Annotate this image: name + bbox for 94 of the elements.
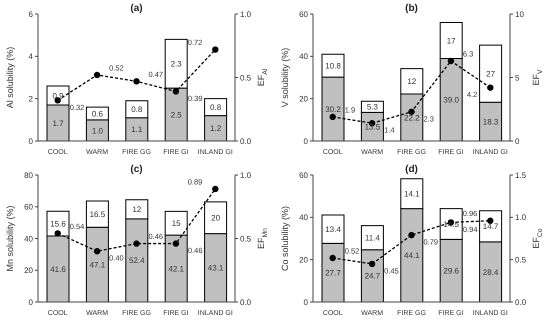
point bbox=[368, 260, 376, 268]
data-label: 15.6 bbox=[50, 219, 66, 228]
data-label: 44.1 bbox=[404, 251, 420, 260]
y-tick-label: 20 bbox=[24, 266, 34, 276]
point bbox=[133, 78, 140, 85]
y-tick-label: 20 bbox=[299, 256, 309, 265]
data-label: 29.6 bbox=[443, 266, 460, 276]
point bbox=[448, 58, 454, 64]
data-label: 20 bbox=[211, 214, 221, 223]
data-label: 18.3 bbox=[482, 117, 499, 126]
data-label: 30.2 bbox=[325, 104, 342, 114]
y-axis-title: V solubility (%) bbox=[280, 48, 290, 108]
y2-tick-label: 10 bbox=[515, 10, 524, 19]
data-label: 41.6 bbox=[50, 264, 66, 274]
data-label: 13.4 bbox=[325, 225, 342, 234]
data-label: 2.3 bbox=[170, 60, 182, 69]
data-label: 11.4 bbox=[364, 233, 380, 242]
data-label: 28.4 bbox=[482, 268, 499, 277]
data-label: 2.5 bbox=[170, 110, 182, 120]
data-label: 12 bbox=[132, 205, 142, 214]
y2-tick-label: 0 bbox=[515, 136, 520, 146]
point bbox=[133, 240, 140, 247]
point bbox=[330, 254, 336, 262]
data-label: 0.6 bbox=[92, 109, 104, 118]
chart-title: (c) bbox=[129, 164, 144, 175]
y-tick-label: 80 bbox=[24, 170, 34, 180]
data-label: 1.1 bbox=[131, 125, 143, 134]
data-label: 22.2 bbox=[404, 113, 420, 122]
y2-tick-label: 1.5 bbox=[515, 170, 527, 180]
y-tick-label: 40 bbox=[299, 52, 309, 62]
y-tick-label: 0 bbox=[304, 136, 309, 146]
y-tick-label: 0 bbox=[28, 136, 34, 146]
data-label: 16.5 bbox=[90, 210, 106, 219]
y-tick-label: 60 bbox=[299, 10, 309, 19]
point bbox=[54, 230, 61, 237]
point bbox=[172, 240, 180, 247]
point bbox=[94, 72, 100, 78]
data-label: 14.7 bbox=[482, 222, 499, 232]
data-label: 27.7 bbox=[325, 268, 342, 278]
data-label: 15 bbox=[172, 219, 182, 228]
y-tick-label: 60 bbox=[24, 202, 34, 212]
data-label: 43.1 bbox=[208, 264, 224, 273]
y2-tick-label: 0.5 bbox=[240, 73, 252, 82]
y2-tick-label: 0.0 bbox=[240, 298, 252, 307]
y2-tick-label: 0.5 bbox=[240, 234, 252, 244]
data-label: 0.8 bbox=[131, 105, 143, 114]
y2-tick-label: 0.0 bbox=[515, 298, 527, 307]
y2-tick-label: 1.0 bbox=[240, 10, 252, 19]
y-tick-label: 2 bbox=[28, 94, 34, 104]
y2-tick-label: 5 bbox=[515, 73, 520, 82]
data-label: 14.1 bbox=[404, 190, 420, 199]
y-tick-label: 0 bbox=[304, 298, 309, 307]
point bbox=[408, 232, 415, 238]
data-label: 10.8 bbox=[325, 61, 342, 70]
data-label: 52.4 bbox=[129, 256, 146, 266]
data-label: 42.1 bbox=[168, 264, 185, 274]
data-label: 1.7 bbox=[52, 118, 64, 128]
chart-title: (d) bbox=[404, 164, 419, 175]
point bbox=[487, 84, 494, 91]
point bbox=[408, 108, 415, 115]
y2-tick-label: 1.0 bbox=[515, 213, 527, 222]
y-tick-label: 40 bbox=[24, 234, 34, 244]
data-label: 5.3 bbox=[366, 102, 379, 112]
y-tick-label: 20 bbox=[299, 94, 309, 104]
point bbox=[212, 186, 218, 192]
data-label: 47.1 bbox=[90, 260, 106, 270]
data-label: 12 bbox=[407, 77, 417, 86]
point bbox=[487, 218, 494, 224]
data-label: 1.0 bbox=[92, 126, 104, 136]
data-label: 17 bbox=[446, 36, 456, 46]
data-label: 0.8 bbox=[210, 102, 222, 112]
y-tick-label: 60 bbox=[299, 170, 309, 180]
y-axis-title: Co solubility (%) bbox=[280, 206, 290, 272]
point bbox=[94, 248, 100, 254]
data-label: 0.9 bbox=[52, 91, 64, 100]
data-label: 13.5 bbox=[364, 122, 381, 132]
y-tick-label: 40 bbox=[299, 213, 309, 222]
y-tick-label: 4 bbox=[28, 52, 34, 62]
data-label: 39.0 bbox=[443, 96, 460, 105]
chart-title: (a) bbox=[129, 3, 144, 14]
y2-tick-label: 0.5 bbox=[515, 256, 527, 265]
y2-tick-label: 0.0 bbox=[240, 136, 252, 146]
y-tick-label: 6 bbox=[28, 10, 34, 19]
y2-tick-label: 1.0 bbox=[240, 170, 252, 180]
chart-title: (b) bbox=[404, 3, 419, 14]
y-axis-title: Al solubility (%) bbox=[5, 46, 16, 108]
point bbox=[212, 46, 218, 53]
data-label: 24.7 bbox=[364, 272, 381, 281]
data-label: 1.2 bbox=[210, 124, 222, 134]
data-label: 27 bbox=[486, 70, 496, 79]
point bbox=[172, 88, 180, 95]
point bbox=[330, 114, 336, 120]
y-axis-title: Mn solubility (%) bbox=[5, 205, 16, 272]
y-tick-label: 0 bbox=[28, 298, 34, 307]
